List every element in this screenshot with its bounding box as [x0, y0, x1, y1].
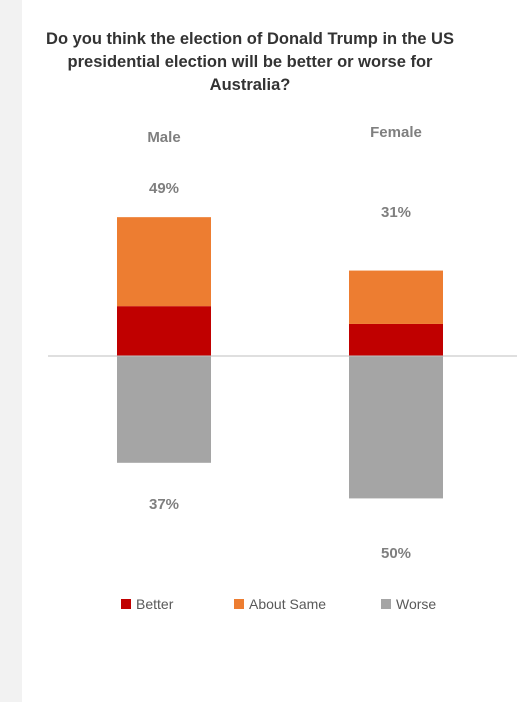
- chart-title: Do you think the election of Donald Trum…: [46, 30, 454, 94]
- bar-female-about-same: [349, 270, 443, 324]
- category-label-female: Female: [370, 124, 422, 141]
- category-label-male: Male: [147, 129, 180, 146]
- positive-label-female: 31%: [381, 204, 411, 221]
- negative-label-male: 37%: [149, 496, 179, 513]
- legend-label-worse: Worse: [396, 596, 436, 612]
- legend-swatch-better: [121, 599, 131, 609]
- bar-male-about-same: [117, 217, 211, 307]
- bar-female-better: [349, 323, 443, 356]
- positive-label-male: 49%: [149, 180, 179, 197]
- legend-label-about-same: About Same: [249, 596, 326, 612]
- bar-female-worse: [349, 356, 443, 499]
- legend-label-better: Better: [136, 596, 174, 612]
- legend: Better About Same Worse: [121, 596, 436, 612]
- bar-male-worse: [117, 356, 211, 463]
- legend-swatch-worse: [381, 599, 391, 609]
- bar-male-better: [117, 306, 211, 356]
- negative-label-female: 50%: [381, 545, 411, 562]
- legend-swatch-about-same: [234, 599, 244, 609]
- bars-group: [117, 217, 443, 499]
